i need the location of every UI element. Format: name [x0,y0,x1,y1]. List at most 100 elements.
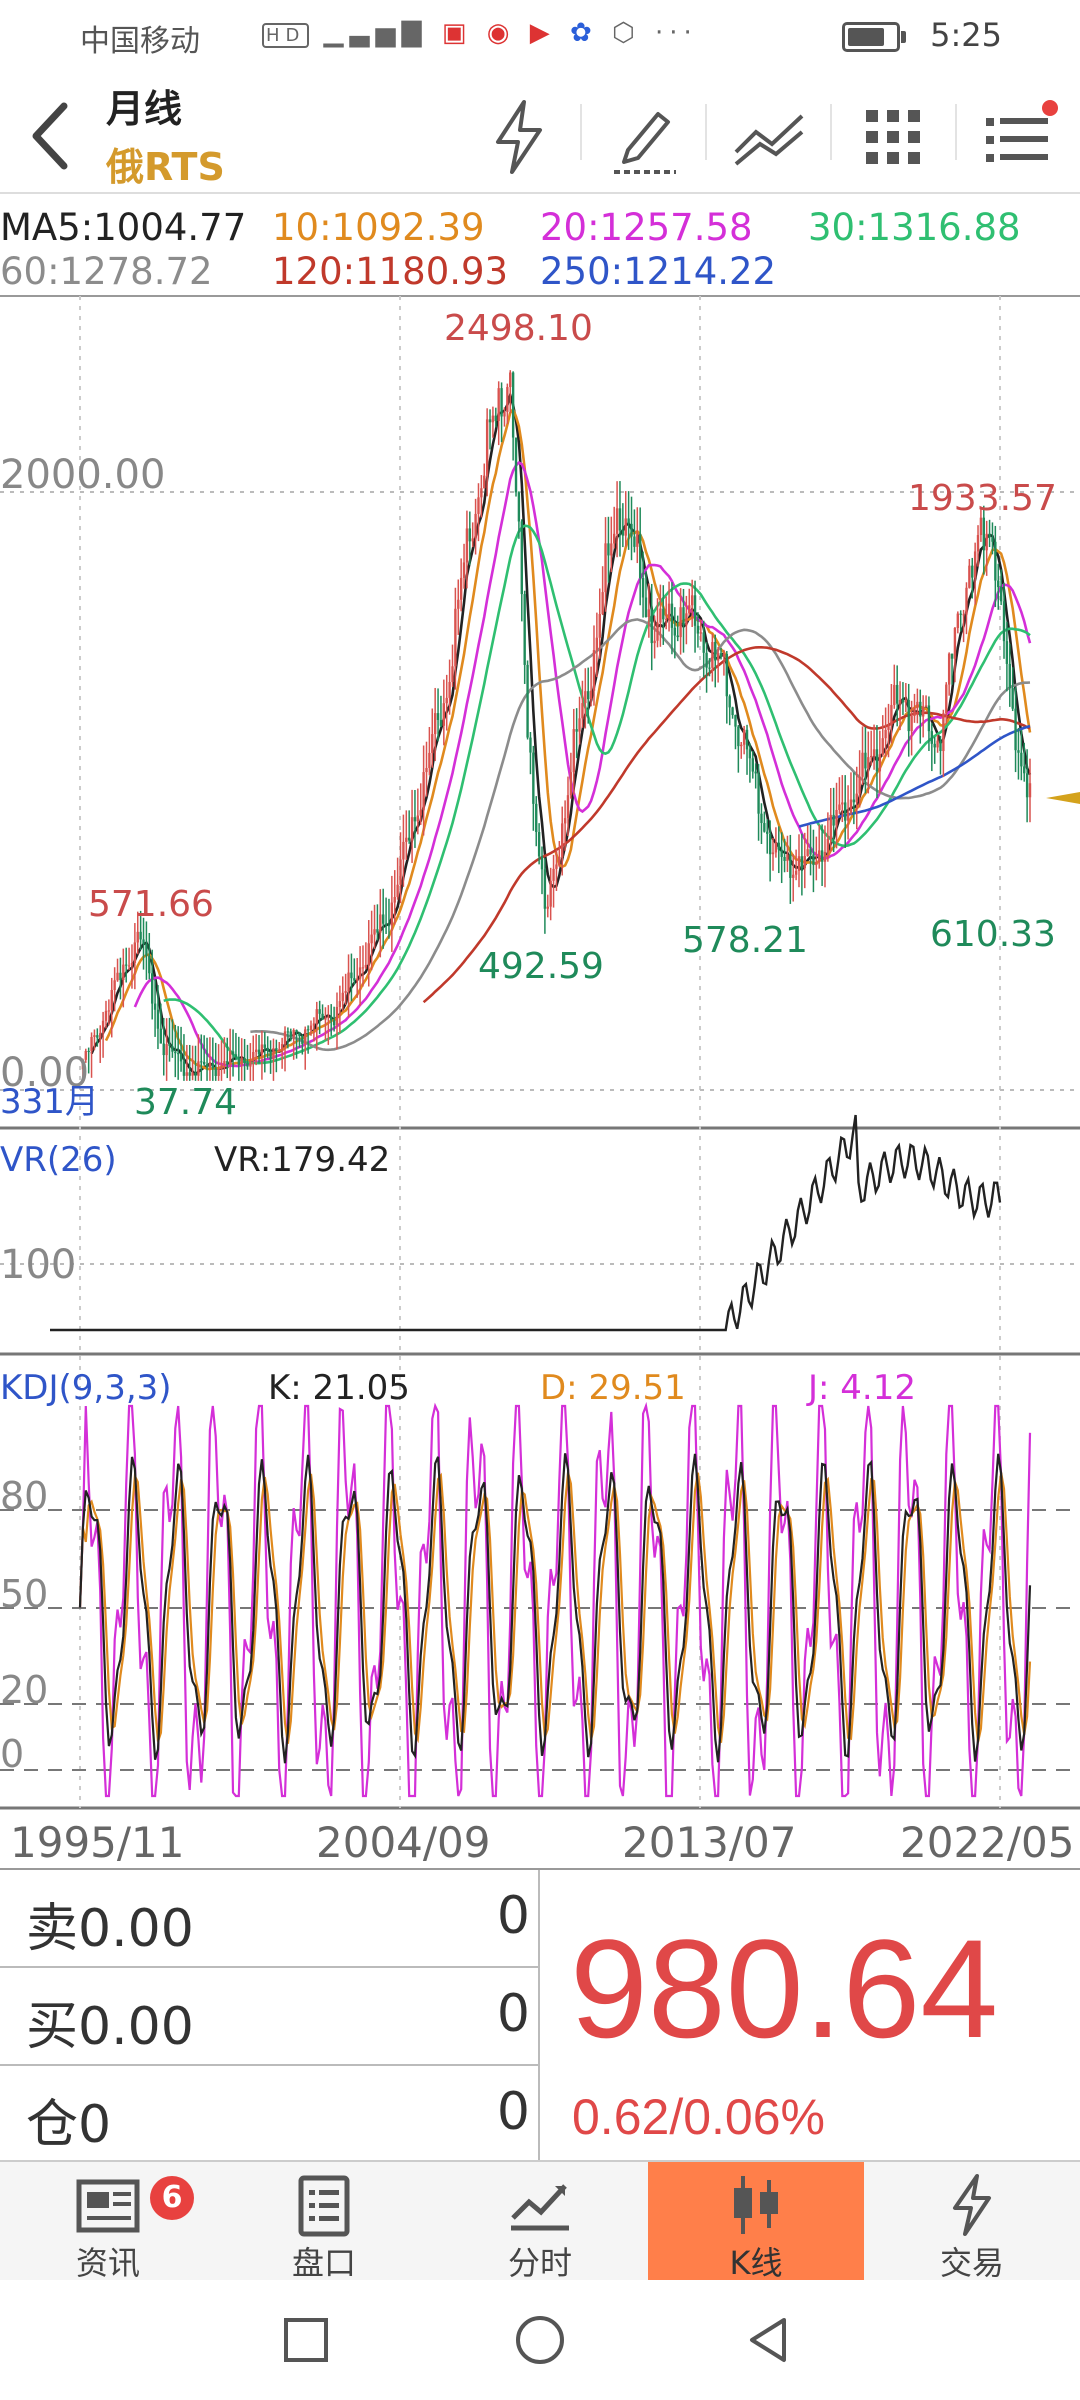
candle-body [399,859,402,885]
kdj-axis-0: 0 [0,1732,25,1776]
candle-body [275,1048,278,1051]
back-arrow-icon[interactable] [18,96,88,176]
candle-body [638,534,642,579]
carrier-text: 中国移动 [80,24,200,59]
candle-body [436,713,440,720]
candle-body [846,812,850,821]
kdj-indicator-name[interactable]: KDJ(9,3,3) [0,1368,172,1408]
draw-icon[interactable] [600,92,690,182]
indicator-icon[interactable] [724,92,814,182]
candle-body [442,703,446,726]
grid-icon[interactable] [848,92,938,182]
candle-body [332,1020,336,1026]
x-axis-label: 1995/11 [10,1818,185,1867]
candle-body [217,1069,220,1076]
candle-body [991,537,994,542]
candle-body [904,700,908,703]
ma10-value: 10:1092.39 [272,206,485,249]
status-bar: 中国移动 HD ▁▃▅▇ ▣ ◉ ▶ ✿ ⬡ ··· 5:25 [0,0,1080,70]
candle-body [927,705,931,732]
candle-body [832,814,835,826]
candle-body [361,967,365,969]
candle-body [156,1009,160,1029]
candle-body [162,1043,165,1056]
candle-body [636,534,639,547]
candle-body [127,965,131,967]
candle-body [612,533,616,544]
candle-body [800,856,804,869]
candle-body [760,813,763,824]
video-app-icon: ▶ [529,18,556,48]
tab-orderbook[interactable]: 盘口 [216,2162,432,2282]
candle-body [725,653,729,697]
candle-body [919,701,922,717]
vr-indicator-name[interactable]: VR(26) [0,1140,117,1180]
annotation-low-2020: 610.33 [930,914,1056,955]
candle-body [240,1058,243,1065]
recent-apps-icon[interactable] [282,2316,330,2364]
candle-body [714,642,717,661]
candle-body [745,729,749,750]
candle-body [555,864,558,869]
flash-icon[interactable] [474,92,564,182]
candle-body [252,1052,255,1061]
candle-body [122,964,125,981]
candle-body [390,902,394,926]
buy-row[interactable]: 买0.00 0 [0,1968,540,2066]
candle-body [500,388,503,417]
candle-body [188,1072,191,1076]
candle-body [540,856,544,870]
candle-body [535,803,538,833]
price-box: 980.64 0.62/0.06% [540,1868,1078,2160]
candle-body [867,757,870,769]
candle-body [84,1050,87,1060]
candle-body [185,1072,189,1076]
home-icon[interactable] [514,2314,566,2366]
position-row[interactable]: 仓0 0 [0,2066,540,2162]
ma5-value: MA5:1004.77 [0,206,247,249]
candle-body [330,1016,333,1021]
candle-body [962,614,965,616]
candle-body [731,707,734,716]
tab-label: 交易 [939,2244,1004,2282]
candle-body [930,731,934,744]
tab-news[interactable]: 6 资讯 [0,2162,216,2282]
kline-chart[interactable] [0,0,1080,1868]
candle-body [999,587,1003,602]
candle-body [595,637,599,651]
candle-body [367,943,370,965]
candle-body [673,627,677,636]
sell-row[interactable]: 卖0.00 0 [0,1870,540,1968]
candle-body [260,1044,264,1055]
candle-body [558,856,561,865]
candle-body [708,667,711,669]
system-nav-bar [0,2280,1080,2400]
candle-body [379,914,382,933]
candle-body [523,594,526,665]
candle-body [1028,783,1032,798]
candle-body [719,653,723,657]
baidu-icon: ✿ [569,18,598,48]
candle-body [422,772,425,811]
candle-body [650,609,653,644]
candle-body [878,754,882,772]
candle-body [376,929,379,933]
candle-body [855,793,858,803]
candle-body [145,943,148,956]
candle-body [387,925,391,927]
back-icon[interactable] [744,2316,792,2364]
more-icon: ··· [655,18,698,48]
tab-trade[interactable]: 交易 [864,2162,1080,2282]
tab-kline[interactable]: K线 [648,2162,864,2282]
candle-body [350,972,353,979]
candle-body [589,690,593,700]
candle-body [113,980,116,990]
candle-body [688,605,691,614]
candle-body [90,1036,93,1052]
buy-label: 买0.00 [26,1997,194,2057]
kdj-j-value: J: 4.12 [808,1368,916,1408]
candle-body [520,521,523,595]
candle-body [982,517,985,551]
tab-timeshare[interactable]: 分时 [432,2162,648,2282]
menu-icon[interactable] [972,92,1062,182]
